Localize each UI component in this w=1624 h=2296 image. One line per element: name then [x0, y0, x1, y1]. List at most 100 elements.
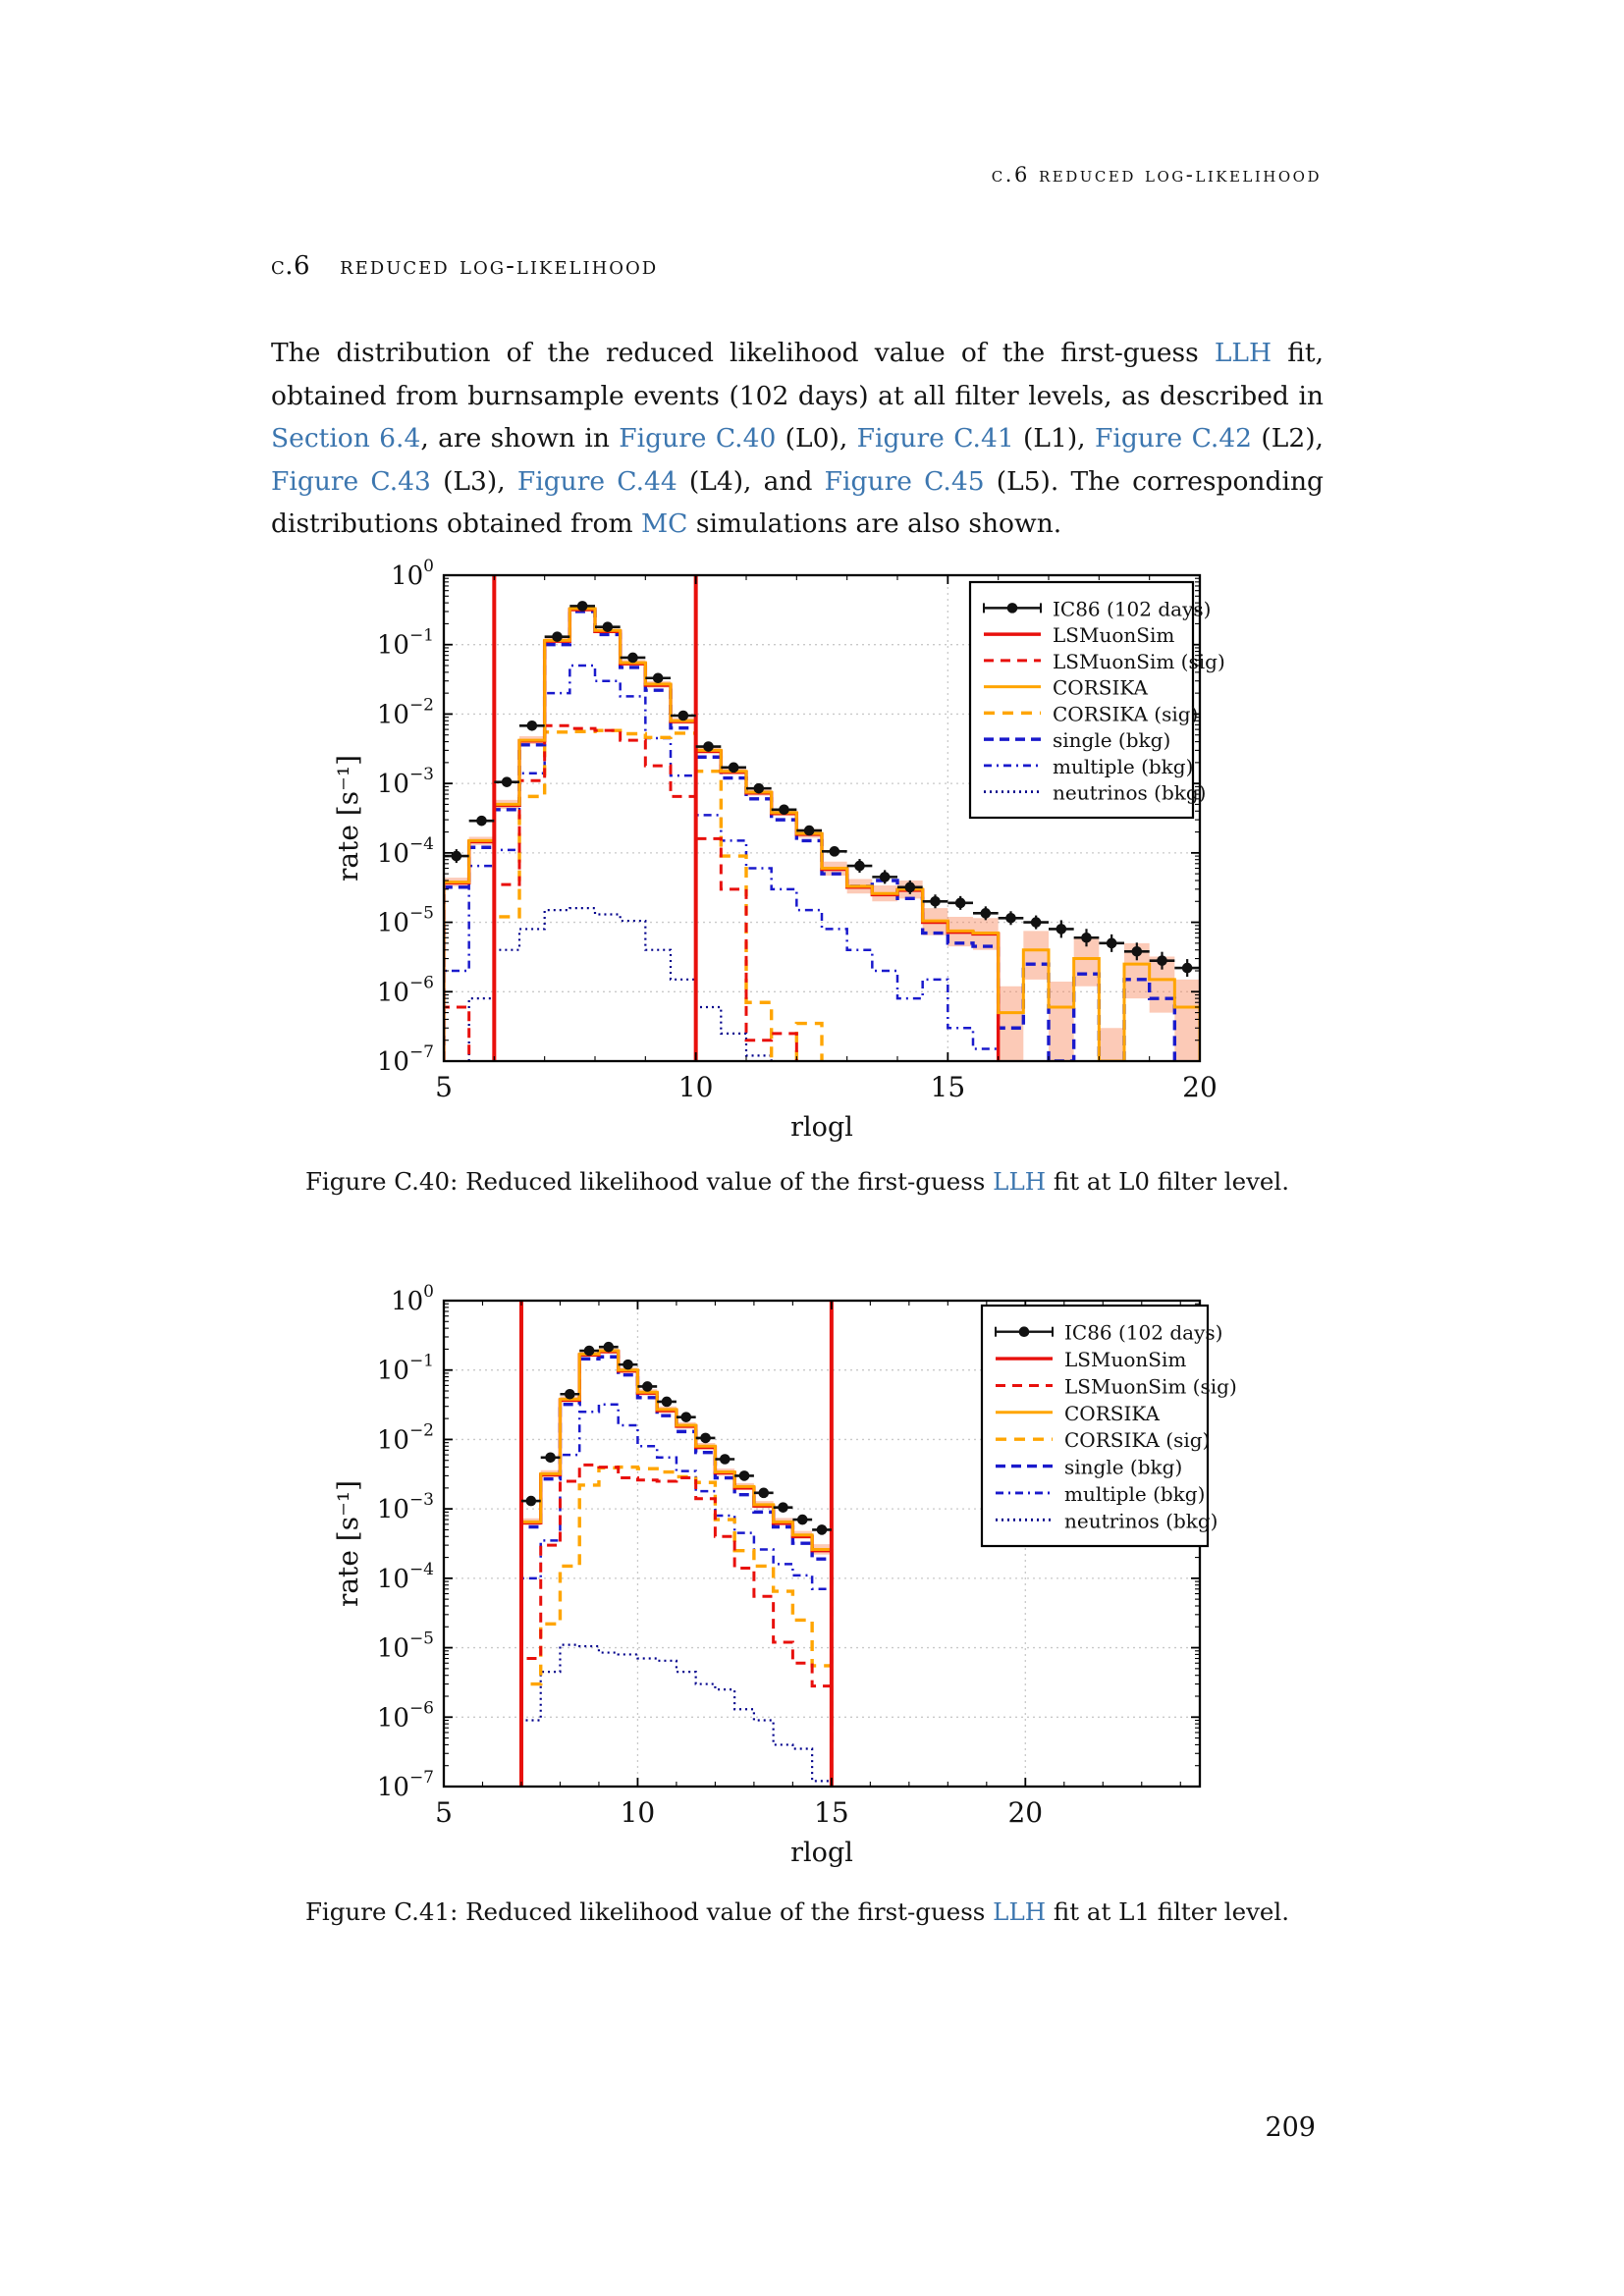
y-tick-label: 10−7 [377, 1042, 434, 1077]
legend-entry-lsmuonsim_sig: LSMuonSim (sig) [996, 1374, 1237, 1398]
series-corsika [519, 1349, 834, 1787]
legend-label: multiple (bkg) [1064, 1482, 1205, 1506]
text-link[interactable]: Figure C.42 [1094, 423, 1253, 454]
legend: IC86 (102 days) LSMuonSim LSMuonSim (sig) C… [968, 580, 1225, 820]
legend-label: CORSIKA (sig) [1053, 702, 1198, 725]
x-axis-label: rlogl [790, 1112, 853, 1143]
text-link[interactable]: Figure C.45 [824, 465, 985, 497]
text-link[interactable]: Figure C.40 [619, 423, 777, 454]
series-multiple [444, 664, 1000, 1061]
page-number: 209 [1265, 2112, 1316, 2143]
text-run: (L1), [1013, 423, 1095, 454]
legend-entry-corsika_sig: CORSIKA (sig) [996, 1428, 1210, 1452]
legend-entry-single: single (bkg) [984, 728, 1170, 752]
y-tick-label: 10−1 [377, 1352, 434, 1386]
caption-llh-link[interactable]: LLH [993, 1167, 1047, 1196]
legend-label: IC86 (102 days) [1053, 597, 1211, 620]
text-run: (L4), and [677, 465, 825, 497]
figure-c41-caption: Figure C.41: Reduced likelihood value of… [271, 1897, 1324, 1926]
text-link[interactable]: Figure C.43 [271, 465, 431, 497]
cut-lines [518, 1301, 834, 1787]
y-axis-label: rate [s⁻¹] [332, 755, 364, 881]
legend-label: LSMuonSim (sig) [1053, 650, 1225, 673]
cut-lines [492, 575, 698, 1061]
y-tick-label: 10−4 [377, 1560, 434, 1594]
legend-entry-corsika: CORSIKA [984, 676, 1148, 700]
series-corsika_sig [519, 1465, 834, 1787]
legend-label: multiple (bkg) [1053, 755, 1193, 778]
legend-entry-lsmuonsim: LSMuonSim [984, 623, 1174, 647]
legend-entry-lsmuonsim_sig: LSMuonSim (sig) [984, 650, 1225, 673]
plot-series [519, 1348, 834, 1787]
y-tick-label: 100 [391, 1282, 434, 1316]
legend-label: CORSIKA (sig) [1064, 1428, 1210, 1452]
series-ic86-points [444, 601, 1200, 978]
text-run: (L5). The corresponding distributions ob… [271, 465, 1324, 540]
series-corsika_sig [492, 728, 824, 1061]
x-axis-label: rlogl [790, 1838, 853, 1868]
legend-entry-single: single (bkg) [996, 1456, 1182, 1479]
text-run: The distribution of the reduced likeliho… [271, 338, 1215, 368]
y-tick-label: 10−3 [377, 765, 434, 799]
running-header: c.6 reduced log-likelihood [991, 163, 1322, 187]
text-link[interactable]: Figure C.44 [516, 465, 677, 497]
section-title: reduced log-likelihood [340, 251, 659, 281]
series-lsmuonsim_sig [519, 1463, 834, 1787]
text-run: (L3), [430, 465, 517, 497]
series-multiple [519, 1403, 834, 1787]
legend-label: single (bkg) [1053, 728, 1170, 752]
plot-series [444, 607, 1200, 1061]
y-tick-label: 10−7 [377, 1768, 434, 1802]
axes: 100 10−1 10−2 10−3 10−4 10−5 10−6 10−75 10 15 20 rl… [332, 557, 1218, 1143]
text-run: , are shown in [420, 423, 620, 454]
legend-entry-corsika: CORSIKA [996, 1402, 1160, 1425]
y-tick-label: 10−5 [377, 1629, 434, 1664]
legend-entry-ic86: IC86 (102 days) [995, 1321, 1222, 1345]
y-tick-label: 10−2 [377, 1420, 434, 1455]
y-tick-label: 10−1 [377, 626, 434, 661]
text-run: fit, obtained from burnsample events (10… [271, 338, 1324, 411]
caption-llh-link[interactable]: LLH [993, 1897, 1047, 1926]
legend-label: neutrinos (bkg) [1064, 1509, 1218, 1532]
section-number: c.6 [271, 251, 311, 281]
text-link[interactable]: LLH [1214, 338, 1272, 368]
caption-text: Figure C.40: Reduced likelihood value of… [304, 1167, 994, 1196]
text-link[interactable]: MC [641, 508, 688, 539]
text-run: (L0), [776, 423, 857, 454]
legend-label: LSMuonSim (sig) [1064, 1374, 1237, 1398]
x-tick-label: 20 [1182, 1071, 1218, 1103]
text-link[interactable]: Figure C.41 [856, 423, 1014, 454]
y-axis-label: rate [s⁻¹] [332, 1480, 364, 1607]
figure-c40-chart: 100 10−1 10−2 10−3 10−4 10−5 10−6 10−75 10 15 20 rl… [332, 557, 1225, 1143]
caption-text: Figure C.41: Reduced likelihood value of… [304, 1897, 994, 1926]
series-lsmuonsim [444, 608, 1001, 1061]
legend: IC86 (102 days) LSMuonSim LSMuonSim (sig) C… [980, 1304, 1237, 1548]
body-paragraph: The distribution of the reduced likeliho… [271, 332, 1324, 546]
section-heading: c.6 reduced log-likelihood [271, 251, 658, 281]
y-tick-label: 10−3 [377, 1490, 434, 1524]
y-tick-label: 10−6 [377, 1698, 434, 1733]
legend-label: LSMuonSim [1064, 1348, 1186, 1371]
series-neutrinos [467, 907, 773, 1061]
legend-entry-neutrinos: neutrinos (bkg) [996, 1509, 1218, 1532]
y-tick-label: 100 [391, 557, 434, 591]
x-tick-label: 10 [678, 1071, 714, 1103]
legend-label: LSMuonSim [1053, 623, 1174, 647]
series-lsmuonsim_sig [444, 723, 798, 1061]
legend-entry-multiple: multiple (bkg) [984, 755, 1193, 778]
text-run: (L2), [1252, 423, 1324, 454]
legend-label: CORSIKA [1053, 676, 1148, 700]
y-tick-label: 10−6 [377, 973, 434, 1007]
caption-text: fit at L1 filter level. [1046, 1897, 1290, 1926]
legend-entry-neutrinos: neutrinos (bkg) [984, 781, 1206, 805]
x-tick-label: 20 [1007, 1796, 1043, 1829]
legend-entry-corsika_sig: CORSIKA (sig) [984, 702, 1198, 725]
legend-label: single (bkg) [1064, 1456, 1182, 1479]
caption-text: fit at L0 filter level. [1046, 1167, 1290, 1196]
x-tick-label: 15 [931, 1071, 966, 1103]
text-link[interactable]: Section 6.4 [271, 423, 421, 454]
y-tick-label: 10−4 [377, 834, 434, 869]
text-run: simulations are also shown. [687, 508, 1062, 539]
series-neutrinos [519, 1643, 833, 1787]
